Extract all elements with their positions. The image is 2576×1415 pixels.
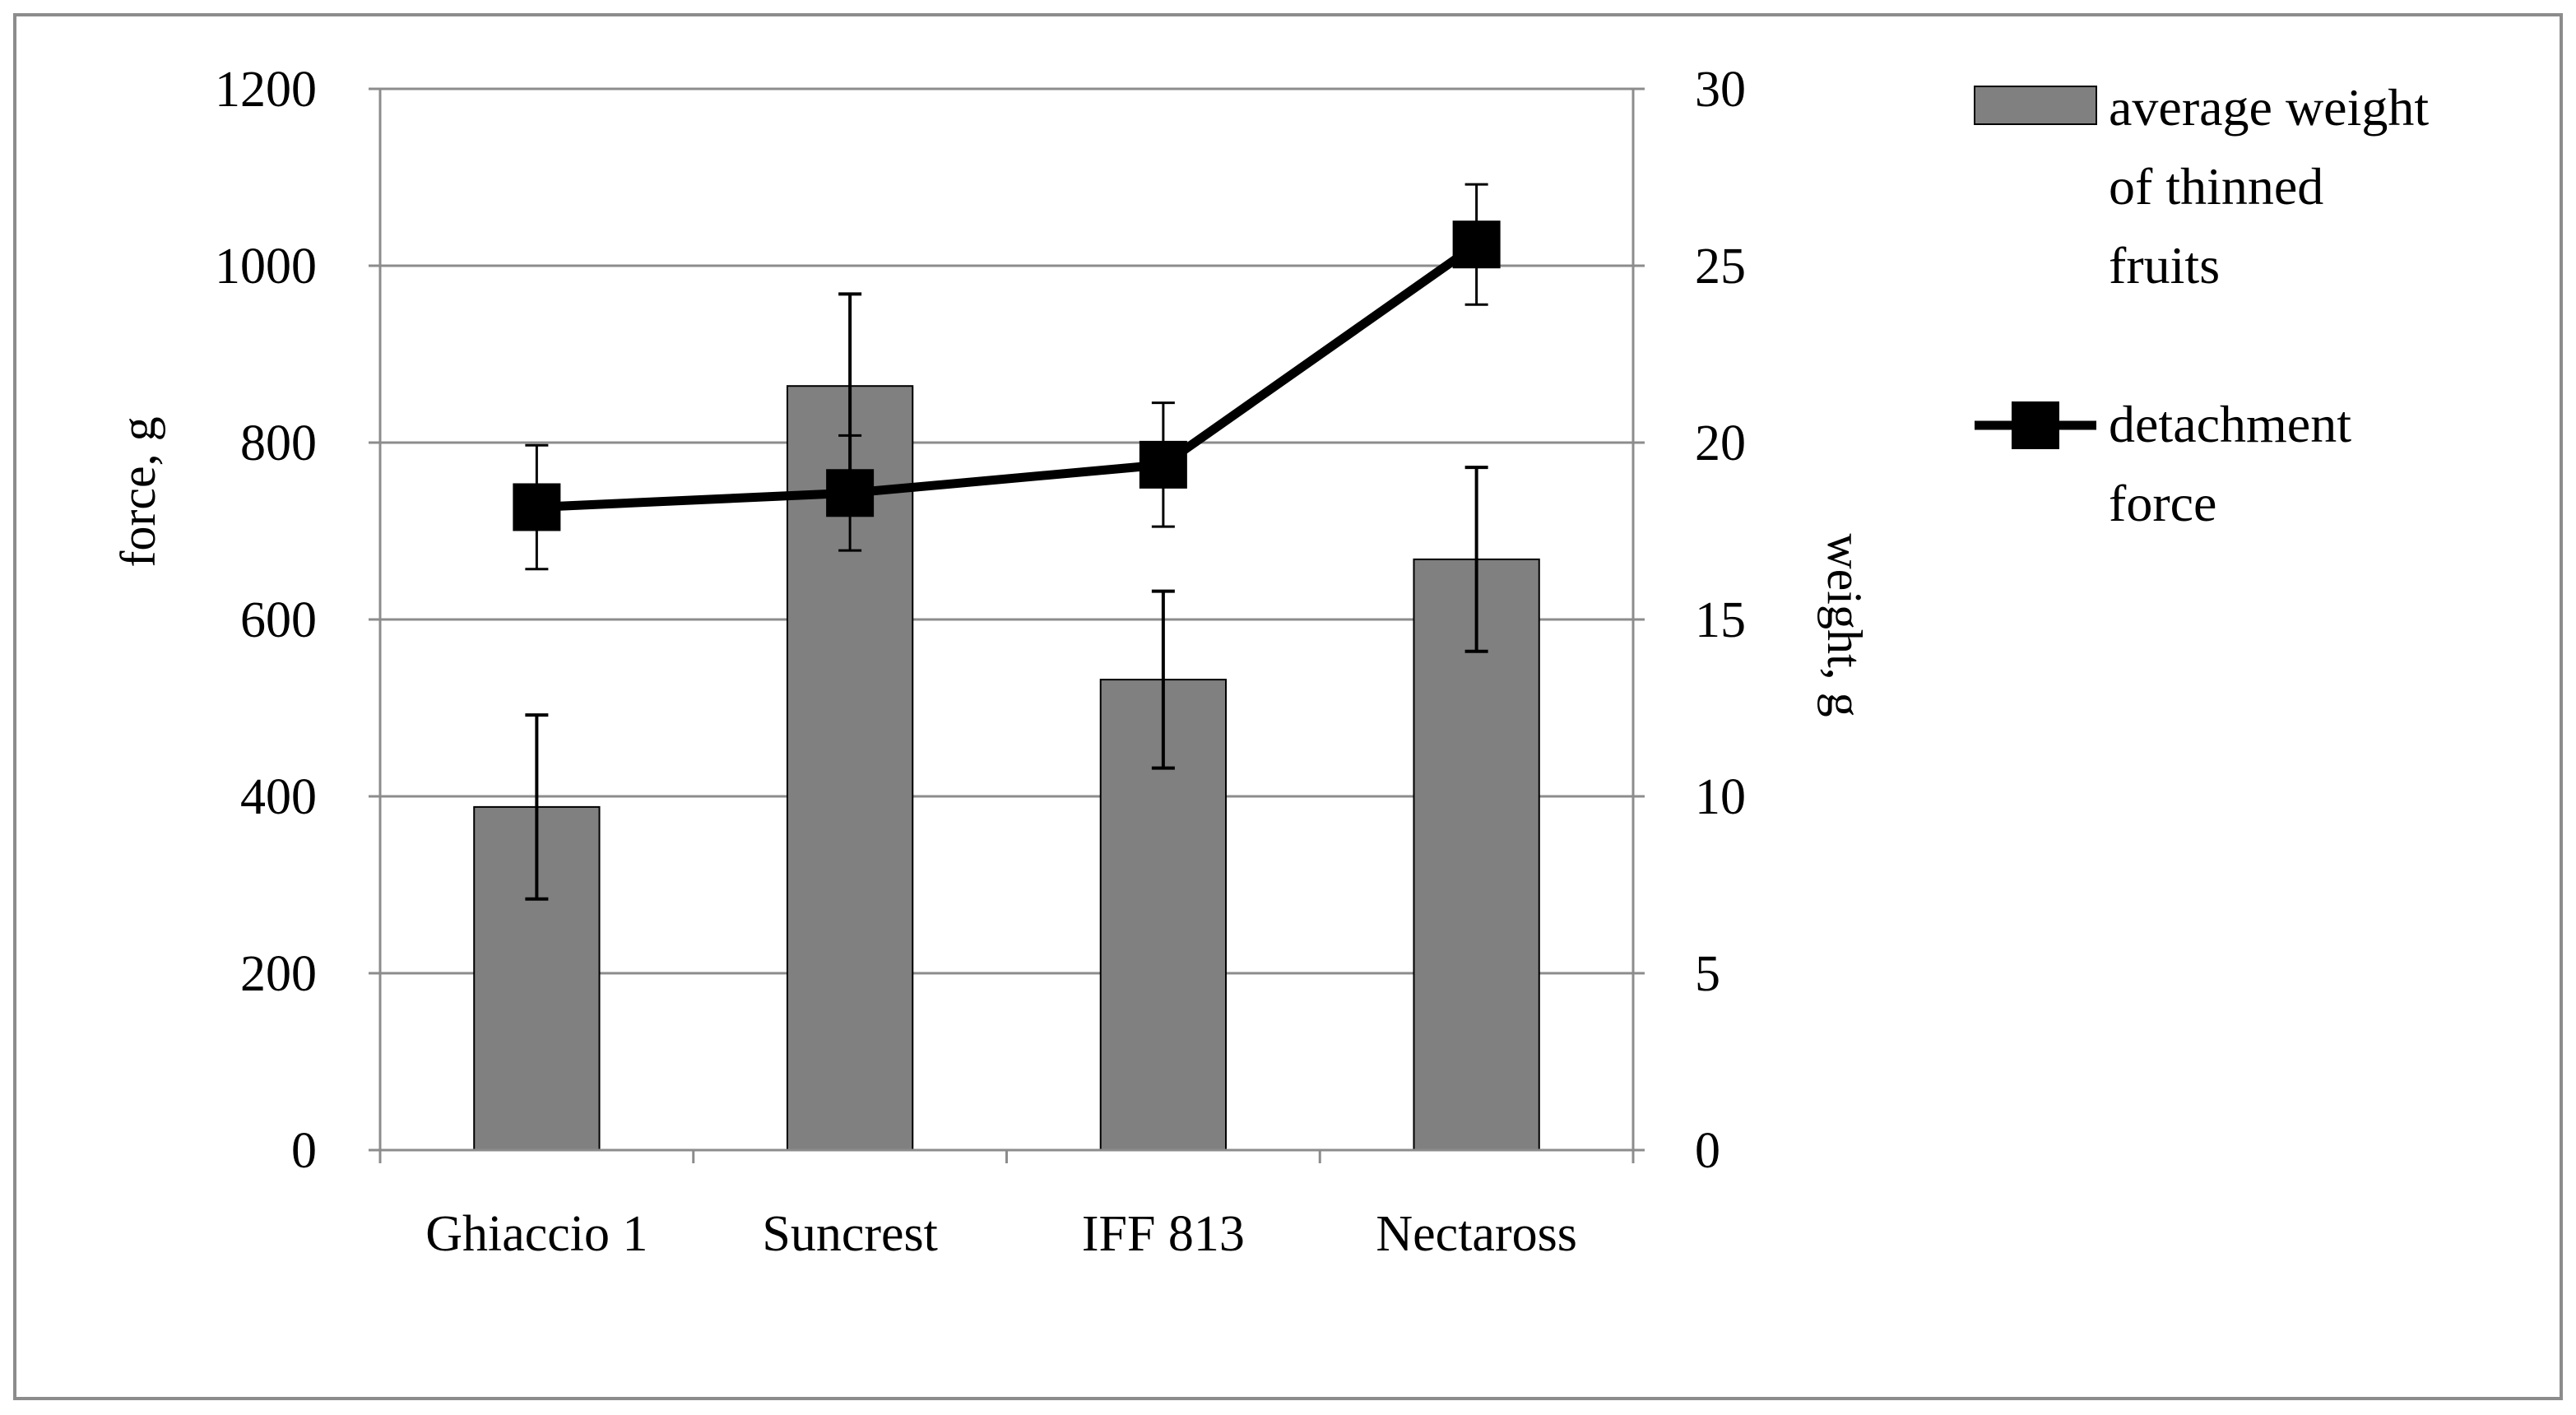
y-left-tick-label: 1000 <box>215 239 317 295</box>
chart-frame <box>13 13 2563 1400</box>
legend-label-bar: fruits <box>2109 236 2220 295</box>
line-point-suncrest <box>826 469 875 517</box>
y-left-tick-label: 400 <box>240 769 317 825</box>
legend-swatch-bar <box>1974 86 2097 125</box>
y-left-tick-label: 800 <box>240 415 317 471</box>
bar-series <box>473 292 1540 1152</box>
x-tick-label: Ghiaccio 1 <box>425 1206 647 1262</box>
detachment-force-line <box>536 240 1479 512</box>
legend-marker <box>2012 401 2059 449</box>
legend-label-bar: average weight <box>2109 78 2429 137</box>
legend-label-line: force <box>2109 474 2216 532</box>
line-point-iff-813 <box>1139 440 1187 489</box>
y-left-axis-title: force, g <box>111 416 165 567</box>
y-left-tick-label: 200 <box>240 946 317 1002</box>
y-left-tick-label: 600 <box>240 592 317 648</box>
legend-label-bar: of thinned <box>2109 157 2323 216</box>
x-tick-label: IFF 813 <box>1082 1206 1245 1262</box>
y-right-tick-label: 5 <box>1695 946 1720 1002</box>
axis-labels: force, g weight, g <box>111 416 1872 717</box>
legend: average weight of thinned fruits detachment… <box>1974 78 2429 532</box>
legend-label-line: detachment <box>2109 395 2351 453</box>
y-right-tick-label: 15 <box>1695 592 1746 648</box>
y-left-tick-label: 1200 <box>215 62 317 118</box>
y-right-tick-label: 10 <box>1695 769 1746 825</box>
y-right-tick-label: 20 <box>1695 415 1746 471</box>
x-tick-label: Nectaross <box>1376 1206 1576 1262</box>
y-right-tick-label: 30 <box>1695 62 1746 118</box>
y-right-tick-label: 25 <box>1695 239 1746 295</box>
y-right-tick-label: 0 <box>1695 1123 1720 1179</box>
line-series <box>513 183 1501 571</box>
x-tick-label: Suncrest <box>762 1206 938 1262</box>
bar-nectaross <box>1413 558 1540 1151</box>
line-point-nectaross <box>1452 220 1501 269</box>
y-left-tick-label: 0 <box>291 1123 317 1179</box>
y-right-axis-title: weight, g <box>1817 533 1872 717</box>
line-point-ghiaccio-1 <box>513 483 561 531</box>
axes: 0 200 400 600 800 1000 1200 0 5 10 15 20 25 30 Ghiacci… <box>215 62 1746 1262</box>
